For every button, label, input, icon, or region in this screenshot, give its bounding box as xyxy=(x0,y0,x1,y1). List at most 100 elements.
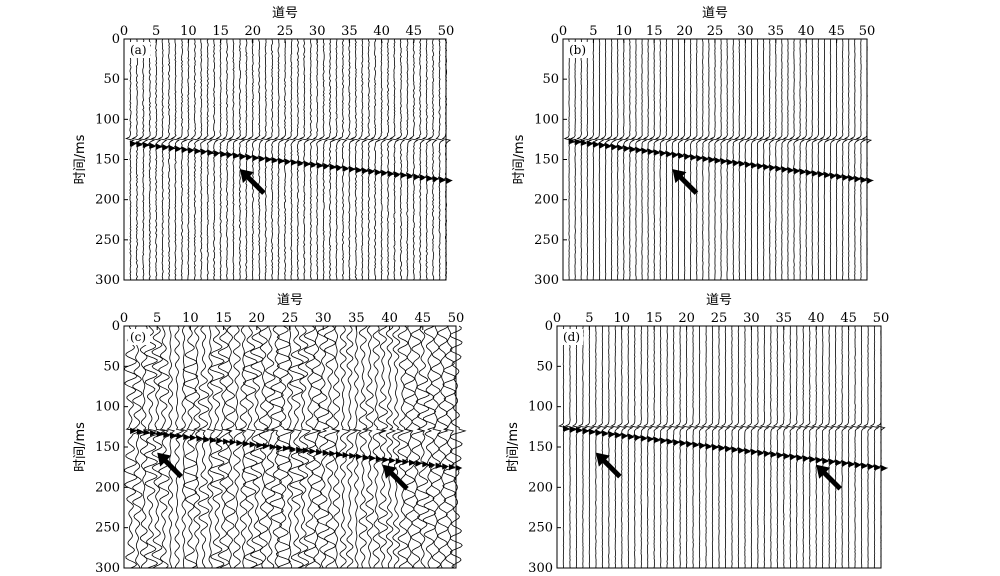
trace-31 xyxy=(323,325,341,569)
trace-12 xyxy=(629,325,642,569)
trace-12 xyxy=(630,38,644,281)
first-break-wavelet-24 xyxy=(278,157,285,164)
first-break-wavelet-50 xyxy=(880,464,888,472)
first-break-wavelet-18 xyxy=(239,153,247,160)
x-tick-label: 45 xyxy=(406,24,423,39)
trace-8 xyxy=(606,38,619,281)
trace-37 xyxy=(364,325,377,569)
panel-tag: (a) xyxy=(130,43,147,57)
first-break-wavelet-6 xyxy=(595,429,603,436)
x-tick-label: 0 xyxy=(553,311,561,326)
trace-33 xyxy=(758,38,770,281)
trace-50 xyxy=(861,38,874,281)
trace-20 xyxy=(679,38,692,281)
first-break-wavelet-22 xyxy=(699,442,706,449)
first-break-wavelet-16 xyxy=(226,151,234,158)
y-tick-label: 50 xyxy=(536,359,553,374)
first-break-wavelet-26 xyxy=(290,159,298,166)
x-tick-label: 45 xyxy=(840,311,857,326)
trace-36 xyxy=(777,38,790,281)
x-tick-label: 30 xyxy=(315,311,332,326)
trace-44 xyxy=(825,38,838,281)
first-break-wavelet-29 xyxy=(744,447,752,455)
trace-14 xyxy=(208,325,225,569)
trace-11 xyxy=(193,325,206,569)
x-tick-label: 10 xyxy=(616,24,633,39)
seismic-traces xyxy=(124,38,453,281)
trace-13 xyxy=(206,325,217,569)
seismic-traces xyxy=(124,325,467,569)
first-break-wavelet-16 xyxy=(660,437,667,444)
first-break-wavelet-40 xyxy=(389,457,396,464)
first-break-wavelet-43 xyxy=(835,459,842,466)
first-break-wavelet-17 xyxy=(666,438,674,445)
y-tick-label: 150 xyxy=(95,440,120,455)
trace-37 xyxy=(791,325,804,569)
y-tick-label: 0 xyxy=(551,32,559,47)
first-break-wavelet-49 xyxy=(874,463,881,471)
trace-24 xyxy=(274,38,287,281)
panel-tag-background xyxy=(567,42,589,58)
trace-10 xyxy=(618,38,631,281)
trace-25 xyxy=(286,325,296,569)
first-break-wavelet-5 xyxy=(156,430,164,438)
y-tick-label: 200 xyxy=(534,193,559,208)
first-break-wavelet-10 xyxy=(187,147,195,154)
trace-9 xyxy=(612,38,625,281)
trace-15 xyxy=(649,325,661,569)
trace-2 xyxy=(131,38,143,281)
trace-32 xyxy=(759,325,772,569)
first-break-wavelet-46 xyxy=(854,461,862,468)
y-tick-label: 100 xyxy=(95,112,120,127)
x-tick-label: 50 xyxy=(448,311,465,326)
trace-32 xyxy=(331,325,344,569)
first-break-wavelet-19 xyxy=(249,441,257,448)
annotation-arrow xyxy=(595,452,622,479)
trace-19 xyxy=(242,325,259,569)
trace-9 xyxy=(179,325,192,569)
trace-34 xyxy=(345,325,358,569)
x-tick-label: 10 xyxy=(614,311,631,326)
trace-40 xyxy=(811,325,824,569)
first-break-wavelet-49 xyxy=(448,464,456,471)
trace-3 xyxy=(139,325,155,569)
annotation-arrow xyxy=(672,169,699,195)
first-break-wavelet-5 xyxy=(588,428,596,435)
trace-23 xyxy=(269,325,284,569)
y-tick-label: 150 xyxy=(534,153,559,168)
first-break-wavelet-19 xyxy=(678,152,685,159)
first-break-wavelet-17 xyxy=(236,439,244,447)
trace-6 xyxy=(157,325,171,569)
trace-39 xyxy=(377,325,390,569)
y-tick-label: 50 xyxy=(103,359,120,374)
trace-39 xyxy=(370,38,383,281)
x-tick-label: 45 xyxy=(828,24,845,39)
trace-12 xyxy=(196,38,207,281)
first-break-wavelet-5 xyxy=(155,143,163,150)
first-break-wavelet-28 xyxy=(732,159,740,166)
y-tick-label: 200 xyxy=(528,480,553,495)
first-break-wavelet-23 xyxy=(702,155,709,162)
x-tick-label: 5 xyxy=(585,311,593,326)
x-tick-label: 35 xyxy=(768,24,785,39)
y-tick-label: 250 xyxy=(528,521,553,536)
first-break-wavelet-29 xyxy=(310,161,317,168)
trace-45 xyxy=(843,325,855,569)
trace-30 xyxy=(746,325,759,569)
trace-17 xyxy=(228,38,240,281)
trace-18 xyxy=(668,325,681,569)
first-break-wavelet-31 xyxy=(750,161,758,169)
first-break-wavelet-36 xyxy=(355,166,362,174)
x-tick-label: 25 xyxy=(282,311,299,326)
trace-26 xyxy=(715,38,729,281)
first-break-wavelet-38 xyxy=(802,455,810,462)
first-break-wavelet-31 xyxy=(323,162,330,170)
trace-44 xyxy=(836,325,850,569)
trace-10 xyxy=(182,325,199,569)
first-break-wavelet-50 xyxy=(866,177,873,184)
trace-13 xyxy=(203,38,215,281)
x-tick-label: 30 xyxy=(737,24,754,39)
first-break-wavelet-2 xyxy=(136,140,143,148)
first-break-wavelet-15 xyxy=(223,438,230,445)
annotation-arrow xyxy=(382,464,409,491)
